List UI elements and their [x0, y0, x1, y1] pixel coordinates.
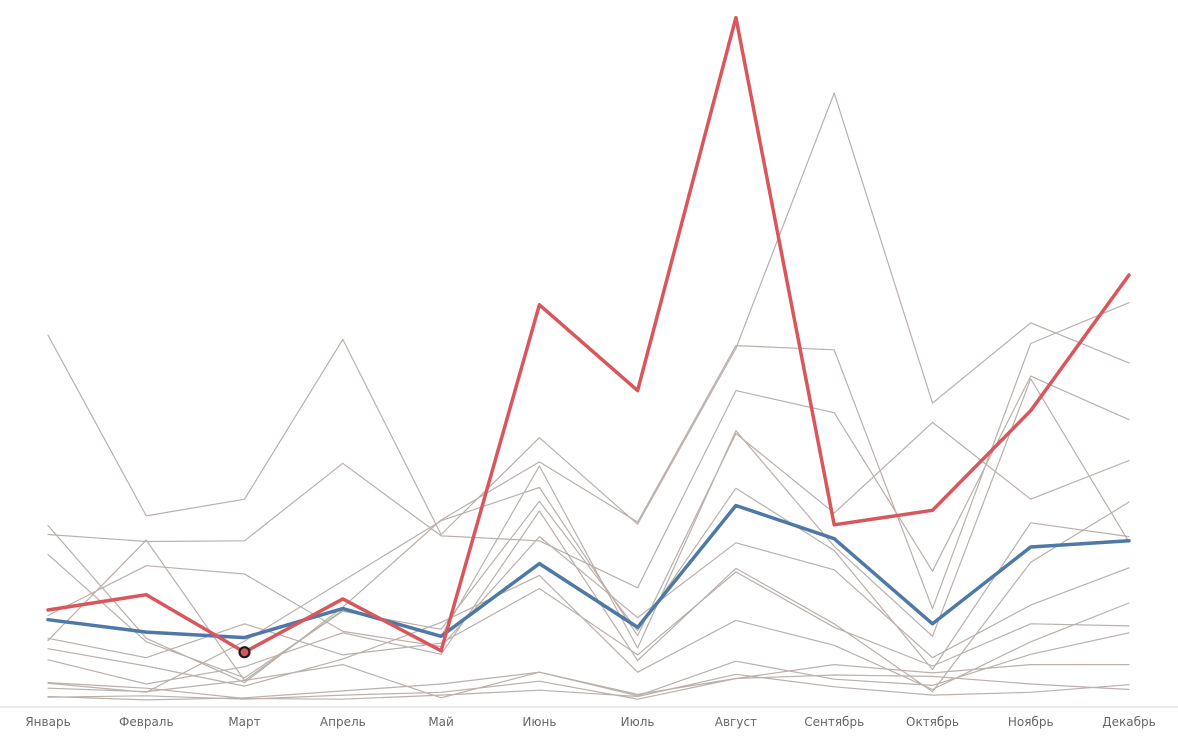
average-series-line	[46, 503, 1131, 640]
x-tick-label: Июнь	[522, 715, 556, 729]
x-tick-label: Декабрь	[1102, 715, 1155, 729]
background-series-line-14	[47, 671, 1130, 701]
background-series-line-3	[47, 375, 1130, 589]
x-tick-label: Март	[228, 715, 260, 729]
x-tick-label: Январь	[25, 715, 70, 729]
background-series-line-7	[47, 535, 1130, 659]
point-markers	[238, 646, 251, 659]
x-tick-label: Ноябрь	[1008, 715, 1054, 729]
x-tick-label: Май	[428, 715, 454, 729]
background-series-line-6	[47, 487, 1130, 679]
background-series-line-13	[47, 673, 1130, 700]
background-series-line-1	[47, 92, 1130, 536]
x-tick-label: Сентябрь	[804, 715, 864, 729]
background-series-line-9	[47, 571, 1130, 667]
background-series-line-4	[47, 378, 1130, 682]
x-tick-label: Февраль	[119, 715, 174, 729]
background-series-lines	[47, 92, 1130, 701]
x-tick-label: Апрель	[320, 715, 366, 729]
background-series-line-5	[47, 421, 1130, 693]
x-tick-label: Октябрь	[906, 715, 959, 729]
background-series-line-2	[47, 302, 1130, 684]
background-series-line-8	[47, 501, 1130, 693]
background-series-line-11	[47, 632, 1130, 699]
x-tick-label: Июль	[621, 715, 655, 729]
average-series-line	[46, 503, 1131, 640]
highlight-series-line	[46, 15, 1131, 654]
selected-point-marker[interactable]	[238, 646, 251, 659]
x-tick-label: Август	[715, 715, 757, 729]
highlight-series-line	[46, 15, 1131, 654]
x-axis-tick-labels: Январь Февраль Март Апрель Май Июнь Июль Август…	[25, 715, 1155, 729]
